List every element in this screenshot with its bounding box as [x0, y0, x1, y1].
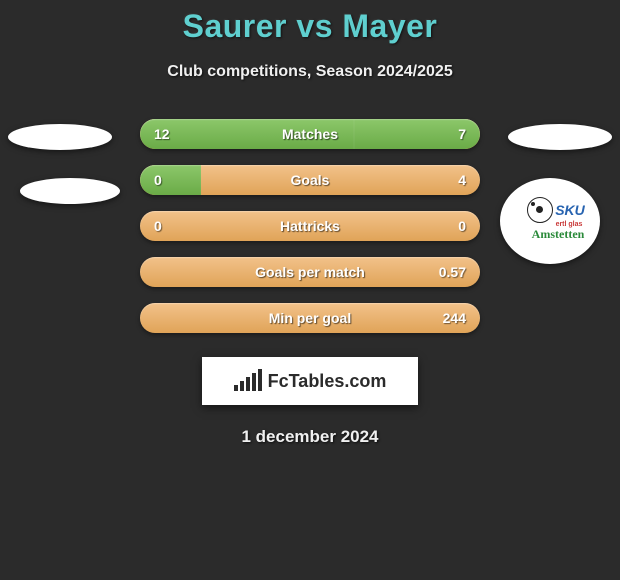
date-label: 1 december 2024 [0, 427, 620, 447]
stat-row: 12Matches7 [140, 119, 480, 149]
stat-row: Goals per match0.57 [140, 257, 480, 287]
stat-right-value: 0.57 [439, 264, 466, 280]
stat-label: Goals per match [140, 264, 480, 280]
stat-row: 0Goals4 [140, 165, 480, 195]
stat-right-value: 244 [443, 310, 466, 326]
stat-right-value: 4 [458, 172, 466, 188]
bar-icon-bar [246, 377, 250, 391]
player-right-crest-logo: SKU ertl glas Amstetten [500, 178, 600, 264]
branding-badge[interactable]: FcTables.com [202, 357, 418, 405]
stat-label: Min per goal [140, 310, 480, 326]
subtitle: Club competitions, Season 2024/2025 [0, 63, 620, 81]
stat-right-value: 7 [458, 126, 466, 142]
stat-right-value: 0 [458, 218, 466, 234]
stat-label: Hattricks [140, 218, 480, 234]
bar-icon-bar [252, 373, 256, 391]
soccer-ball-icon [527, 197, 553, 223]
bar-chart-icon [234, 371, 262, 391]
stat-row: Min per goal244 [140, 303, 480, 333]
page-title: Saurer vs Mayer [0, 0, 620, 45]
crest-text-city: Amstetten [532, 227, 585, 242]
player-right-crest-top [508, 124, 612, 150]
bar-icon-bar [234, 385, 238, 391]
player-left-crest-bottom [20, 178, 120, 204]
branding-text: FcTables.com [268, 371, 387, 392]
bar-icon-bar [240, 381, 244, 391]
crest-text-primary: SKU [555, 203, 585, 217]
bar-icon-bar [258, 369, 262, 391]
stat-row: 0Hattricks0 [140, 211, 480, 241]
stat-label: Goals [140, 172, 480, 188]
player-left-crest-top [8, 124, 112, 150]
stat-label: Matches [140, 126, 480, 142]
